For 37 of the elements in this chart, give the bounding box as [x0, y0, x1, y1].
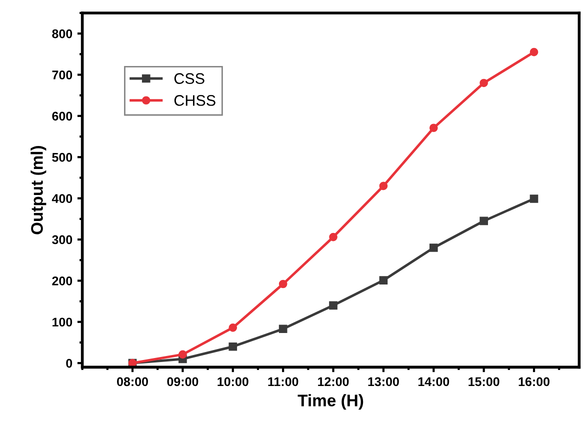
point: [278, 280, 288, 288]
point: [329, 301, 338, 310]
point: [429, 244, 438, 252]
x-tick-label: 10:00: [218, 377, 248, 386]
y-tick-label: 400: [52, 194, 72, 203]
point: [480, 216, 488, 226]
x-tick-label: 12:00: [318, 377, 349, 386]
point: [429, 124, 438, 132]
y-tick-label: 300: [52, 235, 72, 244]
y-tick-label: 600: [52, 112, 72, 121]
y-tick-label: 700: [52, 70, 72, 80]
point: [480, 78, 488, 88]
point: [278, 324, 288, 334]
x-tick-label: 11:00: [268, 377, 298, 386]
point: [530, 194, 538, 203]
y-tick-label: 100: [52, 318, 72, 327]
legend-label: CSS: [174, 73, 204, 84]
y-tick-label: 0: [66, 358, 72, 368]
x-tick-label: 15:00: [468, 377, 500, 386]
x-tick-label: 16:00: [518, 377, 550, 386]
x-tick-label: 08:00: [117, 377, 148, 386]
y-axis-title: Output (ml): [30, 146, 46, 234]
legend-label: CHSS: [174, 95, 216, 106]
point: [530, 48, 538, 56]
y-tick-label: 800: [52, 29, 72, 38]
point: [329, 232, 338, 242]
point: [379, 182, 388, 190]
x-tick-label: 09:00: [167, 377, 198, 386]
point: [178, 350, 187, 359]
x-axis-title: Time (H): [298, 394, 364, 410]
y-tick-label: 200: [52, 276, 72, 286]
y-tick-label: 500: [52, 152, 72, 162]
x-tick-label: 14:00: [418, 377, 450, 386]
point: [379, 276, 388, 284]
x-tick-label: 13:00: [368, 377, 399, 386]
point: [228, 323, 238, 332]
point: [228, 342, 238, 351]
